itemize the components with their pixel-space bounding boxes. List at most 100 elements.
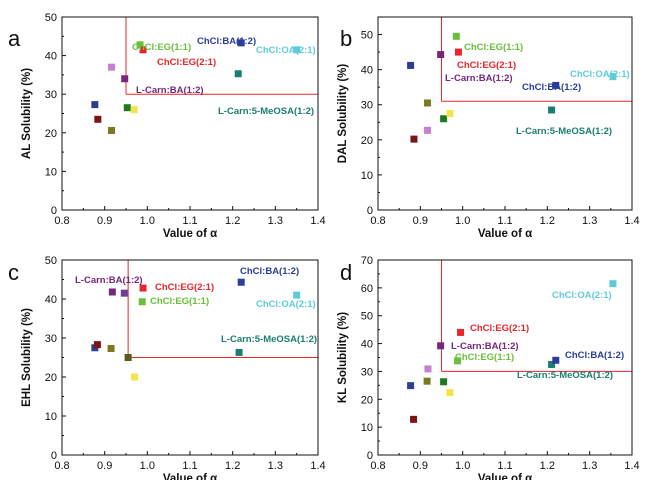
panel-letter: a [8,26,21,51]
y-tick-label: 10 [361,170,373,182]
panel-b: b 0.8 0.9 1.0 1.1 1.2 1.3 1.4 0 10 20 30 40 50 Value o… [337,16,640,240]
point-label: ChCl:OA(2:1) [256,45,316,56]
data-point [452,32,460,40]
data-point [424,365,432,373]
data-point [293,46,301,54]
data-point [237,278,245,286]
x-tick-label: 1.4 [624,215,639,227]
y-tick-label: 20 [361,135,373,147]
x-tick-label: 0.8 [370,460,385,472]
x-axis-title: Value of α [163,473,217,480]
x-tick-label: 1.0 [140,215,155,227]
data-point [437,51,445,59]
y-axis-title: AL Solubility (%) [21,68,33,159]
data-point [609,73,617,81]
point-label: L-Carn:5-MeOSA(1:2) [221,334,317,345]
point-label: ChCl:OA(2:1) [256,299,316,310]
data-point [91,101,99,109]
y-tick-label: 20 [45,128,57,140]
panel-c: c 0.8 0.9 1.0 1.1 1.2 1.3 1.4 0 10 20 30 40 50 Value o… [8,255,326,480]
data-point [423,377,431,385]
data-point [548,360,556,368]
x-axis-title: Value of α [478,473,532,480]
y-tick-label: 50 [361,311,373,323]
data-point [94,115,102,123]
data-point [123,104,131,112]
y-tick-label: 0 [367,450,373,462]
y-tick-label: 30 [361,100,373,112]
x-tick-label: 1.0 [140,460,155,472]
x-tick-label: 0.9 [413,215,428,227]
data-point [136,41,144,49]
x-tick-label: 0.8 [54,215,69,227]
point-label: L-Carn:5-MeOSA(1:2) [516,126,612,137]
y-axis-title: EHL Solubility (%) [21,308,33,407]
y-tick-label: 70 [361,255,373,267]
data-point [107,63,115,71]
panel-letter: d [340,260,352,285]
y-tick-label: 40 [361,65,373,77]
x-tick-label: 1.2 [540,460,555,472]
x-tick-label: 1.3 [582,460,597,472]
data-point [235,348,243,356]
data-point [454,48,462,56]
x-tick-label: 0.9 [97,460,112,472]
x-axis-title: Value of α [163,228,217,240]
point-label: L-Carn:BA(1:2) [136,85,204,96]
panel-a: a 0.8 0.9 1.0 1.1 1.2 1.3 1.4 0 10 20 30 40 50 Value o… [8,12,326,240]
point-label: ChCl:BA(1:2) [565,350,624,361]
x-tick-label: 1.3 [268,215,283,227]
point-label: L-Carn:BA(1:2) [75,275,143,286]
data-point [424,126,432,134]
point-label: ChCl:EG(2:1) [157,57,216,68]
point-label: ChCl:EG(1:1) [132,42,191,53]
data-point [457,328,465,336]
x-tick-label: 1.1 [497,460,512,472]
x-tick-label: 0.9 [97,215,112,227]
data-point [407,382,415,390]
data-point [454,357,462,365]
x-tick-label: 1.4 [310,460,325,472]
y-tick-label: 0 [367,205,373,217]
y-tick-label: 60 [361,283,373,295]
data-point [552,356,560,364]
point-label: ChCl:OA(2:1) [552,290,612,301]
point-label: L-Carn:BA(1:2) [451,341,519,352]
point-label: ChCl:OA(2:1) [570,69,630,80]
panel-letter: b [340,26,352,51]
data-point [121,75,129,83]
point-label: ChCl:EG(1:1) [455,352,514,363]
y-axis-title: DAL Solubility (%) [337,64,349,164]
y-tick-label: 10 [45,166,57,178]
y-tick-label: 20 [361,394,373,406]
data-point [234,70,242,78]
data-point [440,378,448,386]
point-label: L-Carn:5-MeOSA(1:2) [218,106,314,117]
y-tick-label: 40 [361,339,373,351]
y-tick-label: 20 [45,372,57,384]
y-tick-label: 0 [51,450,57,462]
data-point [139,46,147,54]
x-tick-label: 1.3 [268,460,283,472]
y-tick-label: 30 [45,89,57,101]
point-label: ChCl:BA(1:2) [197,36,256,47]
panel-letter: c [8,260,19,285]
point-label: ChCl:EG(2:1) [155,282,214,293]
y-tick-label: 10 [361,422,373,434]
x-tick-label: 1.4 [310,215,325,227]
data-point [552,81,560,89]
y-tick-label: 40 [45,294,57,306]
data-point [93,341,101,349]
data-point [108,288,116,296]
panel-d: d 0.8 0.9 1.0 1.1 1.2 1.3 1.4 0 10 20 30 40 50 60 70 Val… [337,255,640,480]
data-point [131,373,139,381]
data-point [437,342,445,350]
y-tick-label: 40 [45,51,57,63]
x-tick-label: 0.9 [413,460,428,472]
x-tick-label: 1.0 [455,215,470,227]
y-tick-label: 50 [361,30,373,42]
x-axis-title: Value of α [478,228,532,240]
data-point [107,126,115,134]
point-label: ChCl:EG(1:1) [150,296,209,307]
data-point [138,298,146,306]
